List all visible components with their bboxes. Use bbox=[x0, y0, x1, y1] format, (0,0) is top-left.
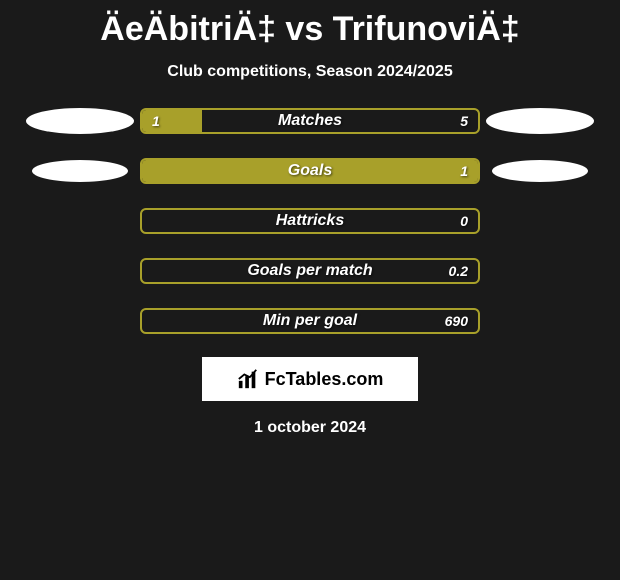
stat-label: Matches bbox=[142, 112, 478, 130]
stat-row: Goals per match0.2 bbox=[0, 257, 620, 285]
logo-box[interactable]: FcTables.com bbox=[202, 357, 418, 401]
stat-label: Goals per match bbox=[142, 262, 478, 280]
chart-icon bbox=[237, 368, 259, 390]
left-player-marker bbox=[20, 108, 140, 134]
ellipse-icon bbox=[26, 108, 134, 134]
date-label: 1 october 2024 bbox=[0, 419, 620, 437]
comparison-title: ÄeÄbitriÄ‡ vs TrifunoviÄ‡ bbox=[0, 0, 620, 49]
stat-row: Hattricks0 bbox=[0, 207, 620, 235]
left-player-marker bbox=[20, 160, 140, 182]
stat-label: Goals bbox=[142, 162, 478, 180]
ellipse-icon bbox=[32, 160, 128, 182]
right-player-marker bbox=[480, 160, 600, 182]
stat-right-value: 0 bbox=[460, 213, 468, 229]
stat-right-value: 0.2 bbox=[449, 263, 468, 279]
stat-bar: Goals per match0.2 bbox=[140, 258, 480, 284]
stat-bar: Goals1 bbox=[140, 158, 480, 184]
ellipse-icon bbox=[486, 108, 594, 134]
stat-bar: 1Matches5 bbox=[140, 108, 480, 134]
logo-text: FcTables.com bbox=[265, 369, 384, 390]
stat-row: Goals1 bbox=[0, 157, 620, 185]
stat-right-value: 1 bbox=[460, 163, 468, 179]
stat-row: 1Matches5 bbox=[0, 107, 620, 135]
stat-bar: Hattricks0 bbox=[140, 208, 480, 234]
stat-right-value: 5 bbox=[460, 113, 468, 129]
stats-rows: 1Matches5Goals1Hattricks0Goals per match… bbox=[0, 107, 620, 335]
stat-label: Hattricks bbox=[142, 212, 478, 230]
comparison-subtitle: Club competitions, Season 2024/2025 bbox=[0, 63, 620, 81]
right-player-marker bbox=[480, 108, 600, 134]
stat-row: Min per goal690 bbox=[0, 307, 620, 335]
ellipse-icon bbox=[492, 160, 588, 182]
stat-label: Min per goal bbox=[142, 312, 478, 330]
stat-bar: Min per goal690 bbox=[140, 308, 480, 334]
stat-right-value: 690 bbox=[445, 313, 468, 329]
